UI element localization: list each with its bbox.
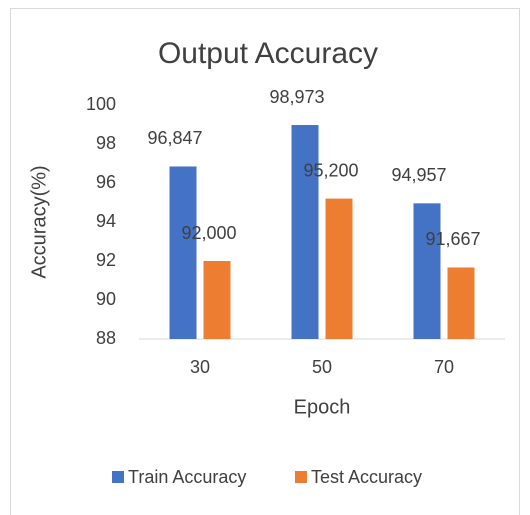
data-label: 91,667 — [425, 229, 480, 249]
x-tick-label: 70 — [434, 357, 454, 377]
bar — [203, 261, 231, 339]
legend-swatch — [295, 471, 307, 483]
legend-label: Train Accuracy — [128, 467, 246, 487]
bar — [291, 125, 319, 340]
data-label: 98,973 — [269, 87, 324, 107]
data-label: 96,847 — [147, 128, 202, 148]
y-tick-label: 98 — [96, 133, 116, 153]
chart-frame — [10, 8, 520, 515]
bar — [447, 267, 475, 339]
data-label: 92,000 — [181, 223, 236, 243]
bar — [413, 203, 441, 339]
y-tick-label: 90 — [96, 289, 116, 309]
legend-swatch — [112, 471, 124, 483]
chart-title: Output Accuracy — [158, 37, 378, 70]
y-tick-label: 94 — [96, 211, 116, 231]
bar — [169, 166, 197, 339]
y-tick-label: 100 — [86, 94, 116, 114]
y-tick-label: 92 — [96, 250, 116, 270]
data-label: 95,200 — [303, 160, 358, 180]
legend-label: Test Accuracy — [311, 467, 422, 487]
y-tick-label: 96 — [96, 172, 116, 192]
data-label: 94,957 — [391, 165, 446, 185]
x-tick-label: 50 — [312, 357, 332, 377]
y-tick-label: 88 — [96, 328, 116, 348]
x-axis-label: Epoch — [294, 396, 351, 418]
bar — [325, 198, 353, 339]
y-axis-label: Accuracy(%) — [28, 165, 50, 278]
x-tick-label: 30 — [190, 357, 210, 377]
